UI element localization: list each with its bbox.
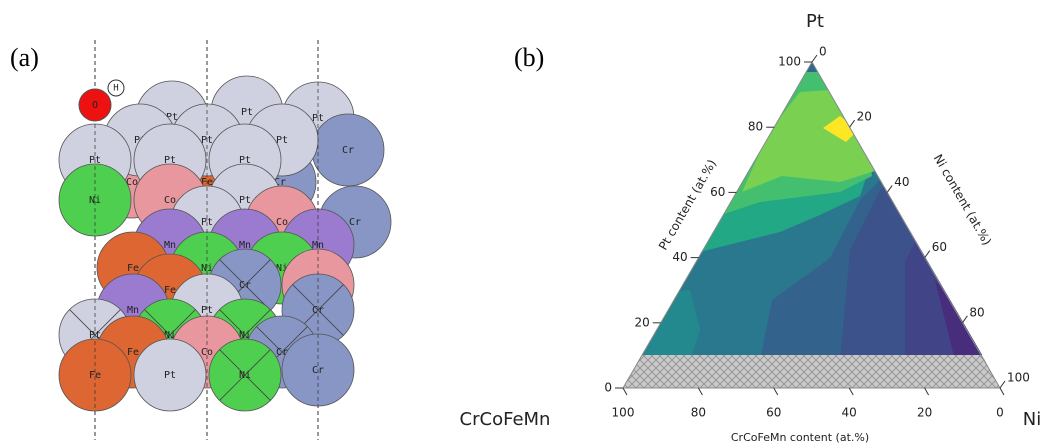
tick-label: 100 [1007, 371, 1030, 385]
corner-label: CrCoFeMn [460, 409, 551, 430]
atom-label: H [113, 84, 118, 94]
corner-label: Pt [806, 11, 824, 32]
atom-label: Pt [241, 107, 253, 118]
tick-label: 40 [842, 406, 857, 420]
tick-mark [925, 388, 929, 395]
tick-label: 60 [766, 406, 781, 420]
axis-label: Ni content (at.%) [931, 152, 994, 248]
tick-label: 20 [857, 110, 872, 124]
atom-label: Fe [127, 263, 139, 274]
tick-label: 60 [710, 185, 725, 199]
tick-label: 100 [778, 55, 801, 69]
atom-label: Cr [349, 217, 361, 228]
atom-label: Co [276, 217, 288, 228]
atom-structure: PtPtPtCrCrCoFePtPtPtPtPtPtNiCoPtCrPtCoMn… [59, 40, 391, 440]
tick-label: 20 [917, 406, 932, 420]
tick-label: 20 [635, 315, 650, 329]
atom-label: Co [164, 195, 176, 206]
atom-label: Cr [239, 280, 251, 291]
atom-label: Pt [239, 195, 251, 206]
tick-mark [774, 388, 778, 395]
atom-label: Cr [342, 145, 354, 156]
tick-label: 100 [612, 406, 635, 420]
atom-label: Mn [127, 305, 139, 316]
tick-label: 0 [819, 45, 827, 59]
tick-label: 60 [932, 240, 947, 254]
tick-label: 80 [748, 120, 763, 134]
axis-label: CrCoFeMn content (at.%) [731, 431, 869, 444]
atom-label: Pt [164, 370, 176, 381]
panel-label: (b) [514, 43, 544, 72]
ternary-plot: Pt CrCoFeMn Ni Pt content (at.%) Ni cont… [460, 11, 1042, 444]
tick-mark [849, 388, 853, 395]
tick-mark [887, 185, 892, 192]
tick-mark [850, 120, 855, 127]
tick-mark [812, 55, 817, 62]
tick-label: 0 [996, 406, 1004, 420]
tick-mark [1000, 381, 1005, 388]
excluded-region [623, 355, 1000, 388]
corner-label: Ni [1023, 409, 1041, 430]
tick-label: 80 [969, 305, 984, 319]
atom-label: Fe [127, 347, 139, 358]
tick-mark [962, 316, 967, 323]
tick-mark [1000, 388, 1004, 395]
tick-mark [698, 388, 702, 395]
tick-label: 80 [691, 406, 706, 420]
tick-label: 40 [894, 175, 909, 189]
atom-label: Ni [239, 370, 251, 381]
tick-label: 40 [672, 250, 687, 264]
atom-label: Mn [164, 240, 176, 251]
figure: (a) (b) PtPtPtCrCrCoFePtPtPtPtPtPtNiCoPt… [0, 0, 1042, 448]
panel-label: (a) [10, 43, 39, 72]
contour-fill [600, 40, 1020, 370]
tick-label: 0 [604, 381, 612, 395]
atom-label: O [92, 100, 98, 111]
tick-mark [925, 251, 930, 258]
tick-mark [623, 388, 627, 395]
